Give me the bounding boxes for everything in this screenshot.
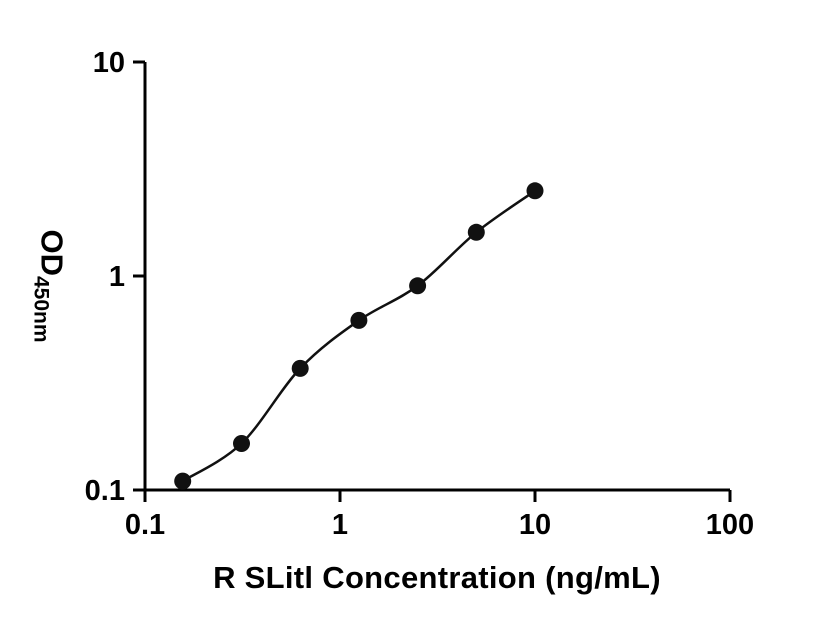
x-tick-label: 1 [332, 509, 348, 541]
data-point-marker [174, 472, 192, 490]
y-axis-title: OD450nm [29, 229, 70, 342]
x-tick-label: 10 [519, 509, 551, 541]
data-point-marker [291, 359, 309, 377]
data-point-marker [350, 311, 368, 329]
x-tick-label: 100 [706, 509, 754, 541]
y-tick-label: 1 [109, 261, 125, 293]
y-axis-title-450nm: 450nm [29, 275, 53, 343]
data-point-marker [409, 277, 427, 295]
y-axis-title-od: OD [34, 229, 70, 276]
data-point-marker [467, 223, 485, 241]
x-axis-title: R SLitl Concentration (ng/mL) [213, 560, 661, 595]
data-point-marker [233, 435, 250, 452]
y-tick-label: 0.1 [85, 475, 125, 507]
y-tick-label: 10 [93, 47, 125, 79]
data-point-marker [526, 182, 544, 200]
x-tick-label: 0.1 [125, 509, 165, 541]
